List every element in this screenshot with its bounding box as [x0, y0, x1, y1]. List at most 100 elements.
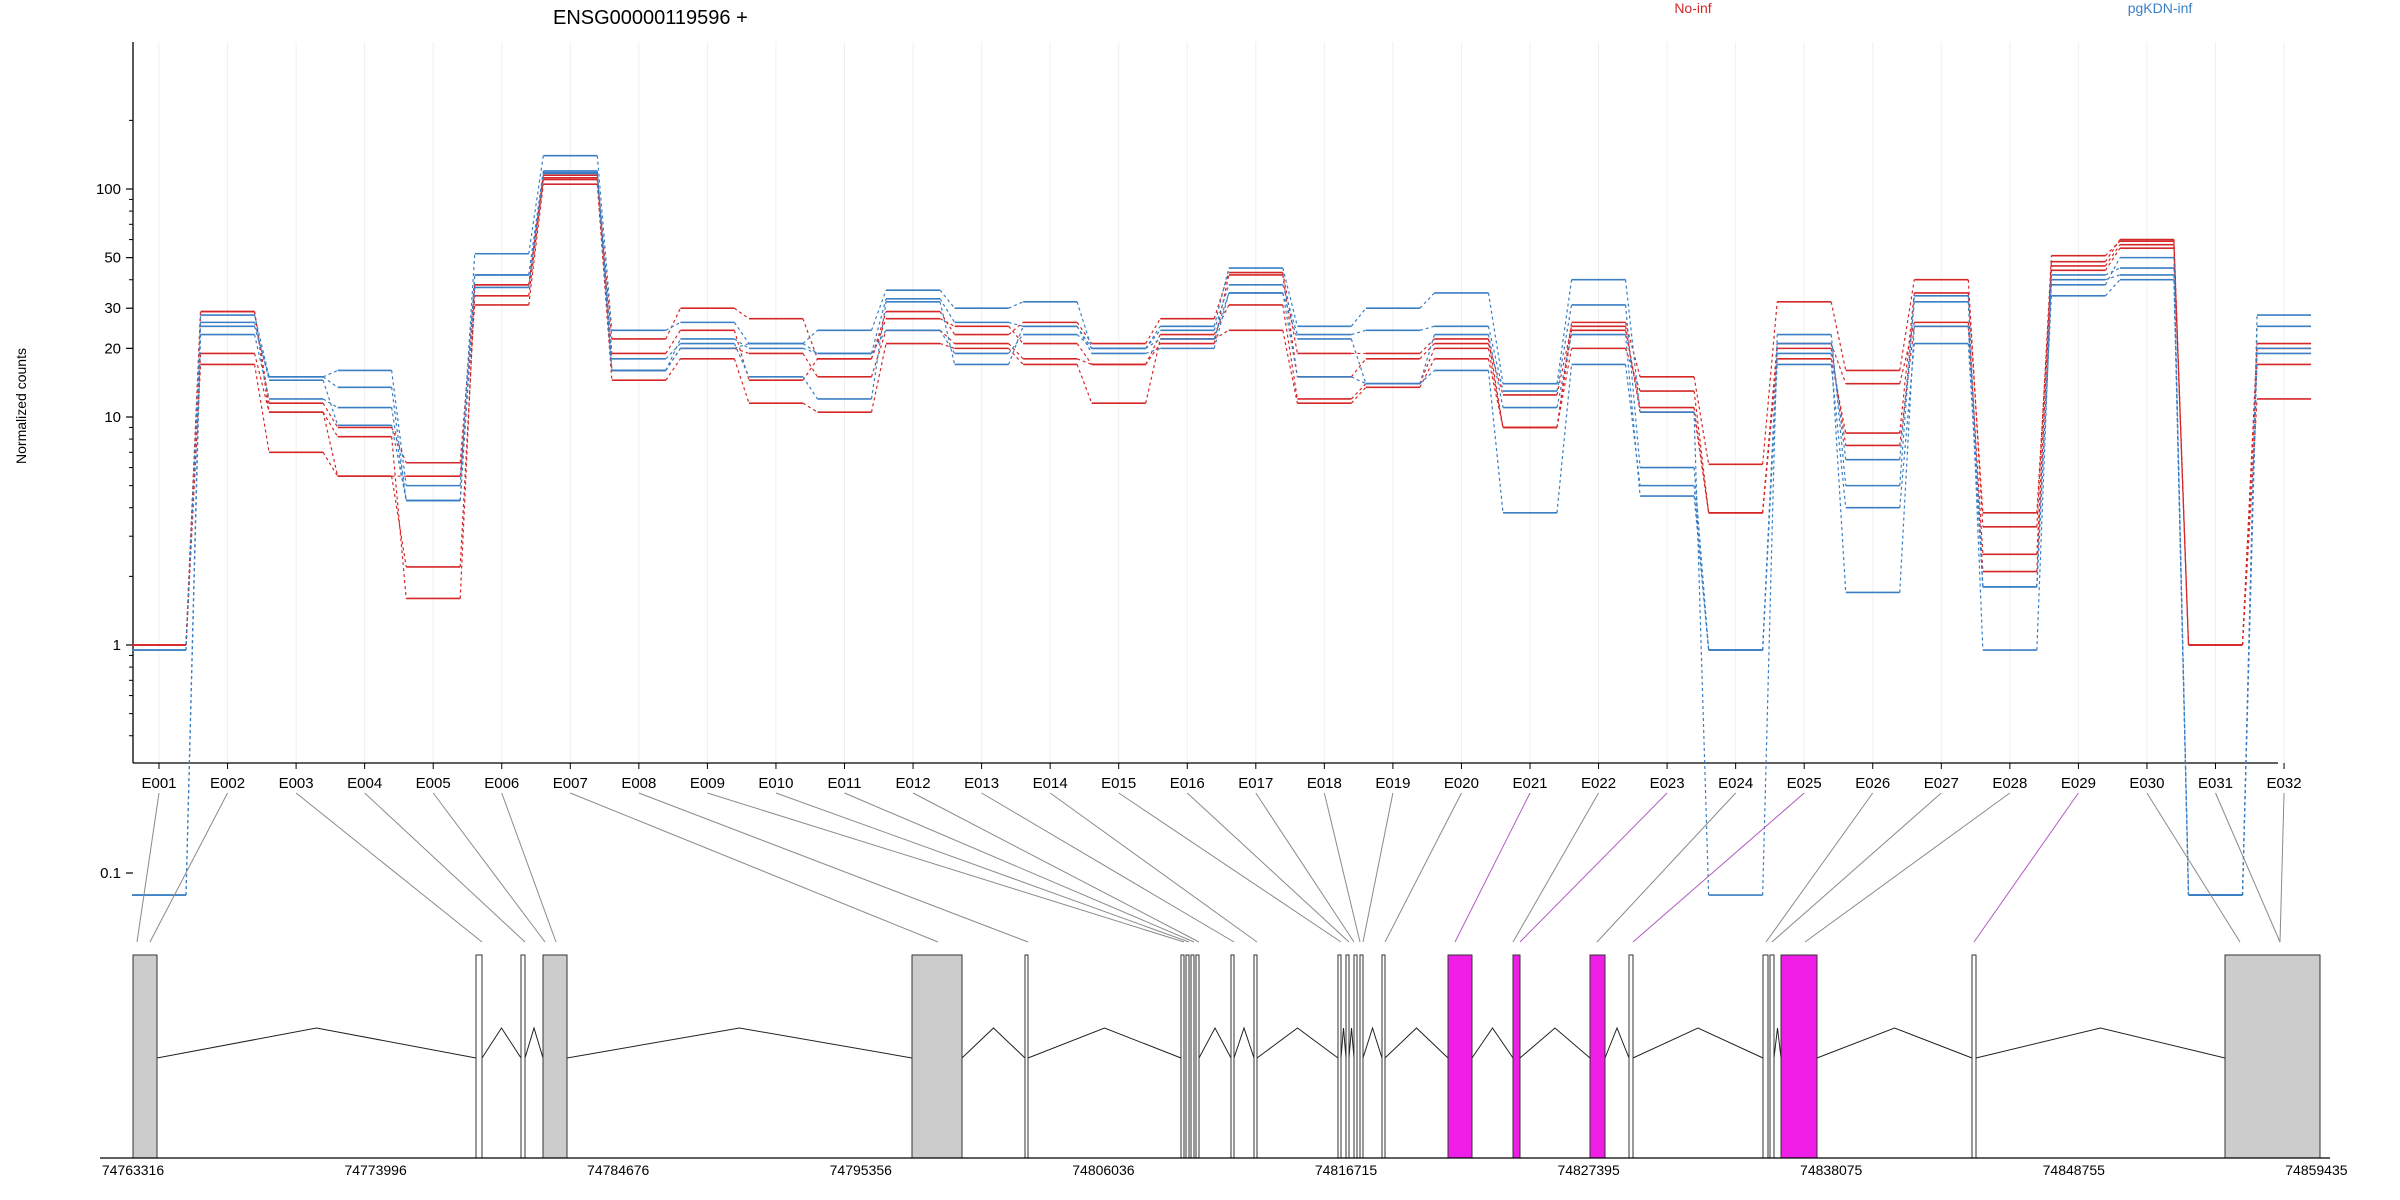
- exon-block: [1253, 954, 1258, 1159]
- x-tick-label: E029: [2061, 775, 2096, 792]
- series-connector: [1556, 334, 1573, 408]
- genomic-position-label: 74806036: [1072, 1162, 1135, 1178]
- series-connector: [1624, 330, 1641, 408]
- exon-block: [520, 954, 526, 1159]
- chart-title: ENSG00000119596 +: [553, 7, 748, 29]
- exon-block: [475, 954, 483, 1159]
- exon-block: [1190, 954, 1195, 1159]
- series-connector: [2104, 257, 2121, 286]
- plot-area: 0.1 1 10 20 30 50 100 E001 E002 E003 E004 E005 E006 E…: [96, 42, 2312, 896]
- series-connector: [2173, 274, 2190, 896]
- series-connector: [391, 370, 407, 486]
- genomic-position-label: 74795356: [830, 1162, 893, 1178]
- exon-connector: [2146, 792, 2241, 943]
- exon-block: [1769, 954, 1775, 1159]
- series-connector: [1213, 329, 1230, 340]
- series-connector: [528, 179, 544, 296]
- x-tick-label: E024: [1718, 775, 1753, 792]
- series-connector: [2241, 398, 2258, 646]
- series-connector: [665, 338, 681, 371]
- exon-connector: [844, 792, 1195, 943]
- series-connector: [2173, 239, 2190, 646]
- exon-block: [1359, 954, 1364, 1159]
- series-connector: [1830, 334, 1847, 486]
- exon-block: [1447, 954, 1473, 1159]
- x-tick-label: E013: [964, 775, 999, 792]
- series-connector: [1145, 338, 1161, 349]
- series-connector: [253, 322, 270, 381]
- series-connector: [939, 329, 956, 354]
- series-connector: [870, 329, 887, 354]
- x-tick-label: E011: [828, 775, 862, 792]
- intron-line: [566, 1027, 913, 1059]
- series-connector: [322, 402, 339, 428]
- x-tick-label: E022: [1581, 775, 1616, 792]
- gene-model: 74763316 74773996 74784676 74795356 74806036…: [100, 792, 2348, 1178]
- series-connector: [1350, 358, 1367, 378]
- series-no-inf-2: [132, 183, 2312, 646]
- intron-line: [1519, 1027, 1591, 1059]
- series-connector: [1419, 292, 1435, 309]
- exon-connector: [295, 792, 483, 943]
- series-connector: [1762, 353, 1778, 651]
- x-tick-label: E017: [1238, 775, 1273, 792]
- series-connector: [2104, 247, 2121, 271]
- series-connector: [665, 321, 681, 331]
- series-connector: [665, 358, 681, 381]
- series-connector: [802, 376, 819, 400]
- x-tick-label: E030: [2129, 775, 2164, 792]
- series-connector: [1624, 326, 1641, 413]
- y-tick-label: 0.1: [100, 865, 121, 882]
- y-tick-label: 20: [104, 340, 121, 357]
- series-connector: [1830, 348, 1847, 446]
- series-connector: [665, 348, 681, 371]
- series-connector: [1008, 321, 1024, 327]
- series-pgkdn-inf-6: [132, 171, 2312, 896]
- intron-line: [524, 1026, 544, 1059]
- exon-connector: [1765, 792, 1874, 943]
- exon-block: [1185, 954, 1190, 1159]
- series-connector: [1830, 364, 1847, 508]
- series-connector: [1967, 326, 1984, 587]
- exon-block: [1628, 954, 1634, 1159]
- intron-line: [156, 1027, 477, 1059]
- x-tick-label: E018: [1307, 775, 1342, 792]
- series-connector: [802, 347, 818, 355]
- exon-block: [132, 954, 158, 1159]
- series-connector: [1967, 295, 1984, 651]
- y-tick-label: 50: [104, 250, 121, 267]
- x-tick-label: E021: [1512, 775, 1547, 792]
- series-connector: [1487, 326, 1504, 392]
- exon-connector: [912, 792, 1200, 943]
- exon-connector: [1512, 792, 1599, 943]
- series-connector: [1624, 364, 1641, 486]
- series-connector: [1282, 330, 1298, 404]
- intron-line: [1975, 1027, 2226, 1059]
- series-connector: [2036, 270, 2052, 513]
- series-connector: [322, 452, 339, 477]
- x-tick-label: E002: [210, 775, 245, 792]
- exon-connector: [1255, 792, 1355, 943]
- exon-connector: [136, 792, 160, 943]
- series-connector: [1008, 347, 1024, 365]
- series-connector: [1693, 412, 1710, 513]
- series-connector: [322, 411, 339, 437]
- series-connector: [1693, 390, 1710, 513]
- series-connector: [939, 289, 956, 309]
- exon-block: [1512, 954, 1521, 1159]
- exon-block: [1780, 954, 1818, 1159]
- series-connector: [322, 369, 338, 378]
- legend-no-inf: No-inf: [1674, 0, 1711, 16]
- series-connector: [734, 307, 750, 320]
- series-connector: [2036, 274, 2052, 651]
- exon-connector: [1049, 792, 1258, 943]
- x-tick-label: E016: [1170, 775, 1205, 792]
- series-connector: [1419, 343, 1435, 360]
- series-connector: [802, 329, 818, 344]
- genomic-position-label: 74784676: [587, 1162, 650, 1178]
- intron-line: [1632, 1027, 1764, 1059]
- exon-connector: [570, 792, 939, 943]
- series-connector: [1487, 370, 1504, 513]
- series-connector: [253, 334, 270, 400]
- series-connector: [1624, 279, 1641, 413]
